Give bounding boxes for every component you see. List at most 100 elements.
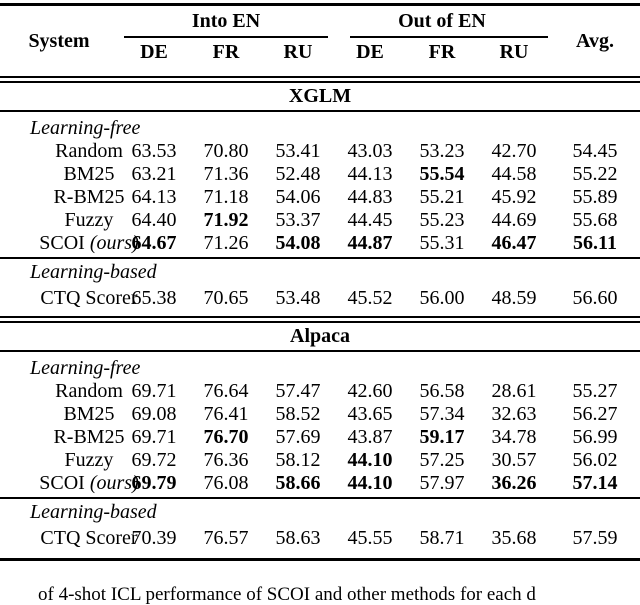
score-cell: 71.92 — [203, 209, 249, 231]
score-cell: 53.48 — [275, 287, 321, 309]
score-cell: 69.72 — [131, 449, 177, 471]
score-cell: 69.71 — [131, 380, 177, 402]
score-cell: 56.60 — [572, 287, 618, 309]
method-name: CTQ Scorer — [40, 287, 138, 309]
method-name: R-BM25 — [53, 186, 125, 208]
table-row: SCOI (ours) 64.67 71.26 54.08 44.87 55.3… — [0, 232, 640, 255]
table-row: Fuzzy 64.40 71.92 53.37 44.45 55.23 44.6… — [0, 209, 640, 232]
score-cell: 70.39 — [131, 527, 177, 549]
score-cell: 57.47 — [275, 380, 321, 402]
score-cell: 56.27 — [572, 403, 618, 425]
score-cell: 56.99 — [572, 426, 618, 448]
lang-col-header: DE — [356, 41, 384, 63]
table-row: Random 63.53 70.80 53.41 43.03 53.23 42.… — [0, 140, 640, 163]
method-name-ours: (ours) — [89, 472, 139, 494]
score-cell: 45.52 — [347, 287, 393, 309]
score-cell: 57.14 — [572, 472, 618, 494]
score-cell: 76.36 — [203, 449, 249, 471]
method-name: Random — [55, 380, 123, 402]
method-name: BM25 — [63, 403, 115, 425]
score-cell: 44.87 — [347, 232, 393, 254]
score-cell: 69.79 — [131, 472, 177, 494]
score-cell: 45.55 — [347, 527, 393, 549]
score-cell: 35.68 — [491, 527, 537, 549]
score-cell: 57.59 — [572, 527, 618, 549]
score-cell: 56.58 — [419, 380, 465, 402]
group-label: Learning-based — [30, 261, 157, 283]
score-cell: 76.70 — [203, 426, 249, 448]
table-row: Fuzzy 69.72 76.36 58.12 44.10 57.25 30.5… — [0, 449, 640, 472]
score-cell: 56.00 — [419, 287, 465, 309]
section-title-alpaca: Alpaca — [290, 325, 350, 347]
score-cell: 48.59 — [491, 287, 537, 309]
score-cell: 58.71 — [419, 527, 465, 549]
method-name-main: SCOI — [39, 232, 85, 254]
score-cell: 34.78 — [491, 426, 537, 448]
table-row: BM25 63.21 71.36 52.48 44.13 55.54 44.58… — [0, 163, 640, 186]
score-cell: 53.41 — [275, 140, 321, 162]
score-cell: 69.08 — [131, 403, 177, 425]
score-cell: 55.31 — [419, 232, 465, 254]
double-rule — [0, 316, 640, 323]
score-cell: 46.47 — [491, 232, 537, 254]
results-table: System Into EN Out of EN Avg. DE FR RU D… — [0, 3, 640, 605]
score-cell: 70.80 — [203, 140, 249, 162]
score-cell: 76.64 — [203, 380, 249, 402]
method-name: R-BM25 — [53, 426, 125, 448]
table-row: SCOI (ours) 69.79 76.08 58.66 44.10 57.9… — [0, 472, 640, 495]
method-name: BM25 — [63, 163, 115, 185]
score-cell: 59.17 — [419, 426, 465, 448]
score-cell: 36.26 — [491, 472, 537, 494]
method-name: Fuzzy — [64, 209, 114, 231]
score-cell: 55.22 — [572, 163, 618, 185]
method-name: Random — [55, 140, 123, 162]
score-cell: 28.61 — [491, 380, 537, 402]
score-cell: 44.10 — [347, 472, 393, 494]
score-cell: 57.34 — [419, 403, 465, 425]
header-into-en: Into EN — [191, 10, 261, 32]
score-cell: 71.18 — [203, 186, 249, 208]
score-cell: 71.36 — [203, 163, 249, 185]
score-cell: 54.45 — [572, 140, 618, 162]
score-cell: 44.13 — [347, 163, 393, 185]
score-cell: 55.23 — [419, 209, 465, 231]
score-cell: 57.69 — [275, 426, 321, 448]
score-cell: 54.06 — [275, 186, 321, 208]
score-cell: 43.65 — [347, 403, 393, 425]
score-cell: 64.13 — [131, 186, 177, 208]
score-cell: 58.66 — [275, 472, 321, 494]
group-label: Learning-free — [30, 357, 141, 379]
table-row: R-BM25 69.71 76.70 57.69 43.87 59.17 34.… — [0, 426, 640, 449]
table-row: R-BM25 64.13 71.18 54.06 44.83 55.21 45.… — [0, 186, 640, 209]
header-avg: Avg. — [576, 29, 614, 52]
score-cell: 43.03 — [347, 140, 393, 162]
score-cell: 58.63 — [275, 527, 321, 549]
score-cell: 56.02 — [572, 449, 618, 471]
score-cell: 44.83 — [347, 186, 393, 208]
score-cell: 42.60 — [347, 380, 393, 402]
table-row: Random 69.71 76.64 57.47 42.60 56.58 28.… — [0, 380, 640, 403]
method-name-ours: (ours) — [89, 232, 139, 254]
score-cell: 44.10 — [347, 449, 393, 471]
score-cell: 57.25 — [419, 449, 465, 471]
score-cell: 55.21 — [419, 186, 465, 208]
score-cell: 65.38 — [131, 287, 177, 309]
score-cell: 63.53 — [131, 140, 177, 162]
table-header: System Into EN Out of EN Avg. DE FR RU D… — [0, 6, 640, 76]
group-label: Learning-free — [30, 117, 141, 139]
table-row: BM25 69.08 76.41 58.52 43.65 57.34 32.63… — [0, 403, 640, 426]
lang-col-header: DE — [140, 41, 168, 63]
score-cell: 42.70 — [491, 140, 537, 162]
score-cell: 76.08 — [203, 472, 249, 494]
score-cell: 44.58 — [491, 163, 537, 185]
group-label: Learning-based — [30, 501, 157, 523]
score-cell: 58.12 — [275, 449, 321, 471]
score-cell: 70.65 — [203, 287, 249, 309]
bottom-rule — [0, 558, 640, 561]
score-cell: 76.57 — [203, 527, 249, 549]
score-cell: 43.87 — [347, 426, 393, 448]
score-cell: 71.26 — [203, 232, 249, 254]
into-en-cmidrule — [124, 36, 328, 38]
score-cell: 64.40 — [131, 209, 177, 231]
lang-header-row: DE FR RU DE FR RU — [118, 40, 550, 64]
